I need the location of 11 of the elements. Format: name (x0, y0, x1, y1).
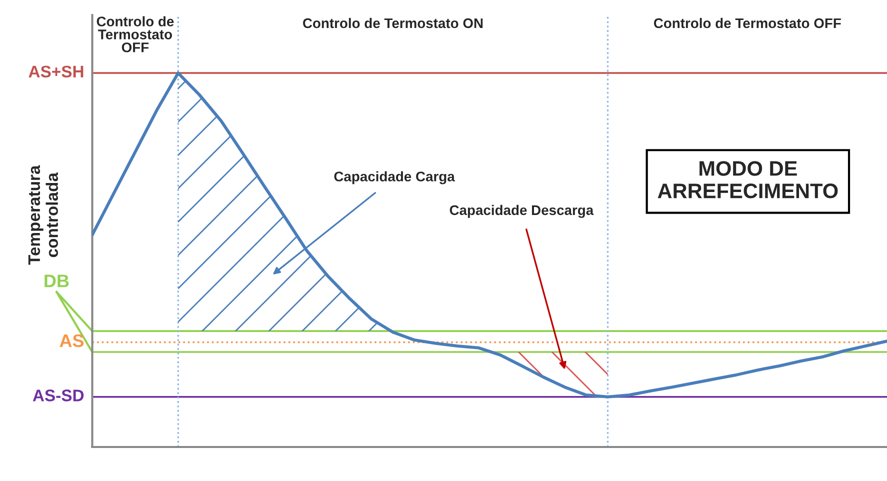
ref-line-label: AS+SH (28, 66, 84, 78)
annotation: MODO DE ARREFECIMENTO (658, 161, 838, 198)
ref-line-label: AS (60, 334, 84, 348)
text: Controlo de Termostato OFF (654, 18, 841, 28)
ref-line-label: AS-SD (32, 390, 84, 402)
annotation: Capacidade Descarga (450, 204, 594, 218)
text: Controlo de Termostato ON (303, 18, 483, 28)
y-axis-title: Temperatura controlada (28, 165, 58, 265)
annotation: Capacidade Carga (334, 171, 455, 184)
ref-line-label: DB (44, 274, 69, 288)
text: Controlo de Termostato OFF (96, 16, 174, 52)
